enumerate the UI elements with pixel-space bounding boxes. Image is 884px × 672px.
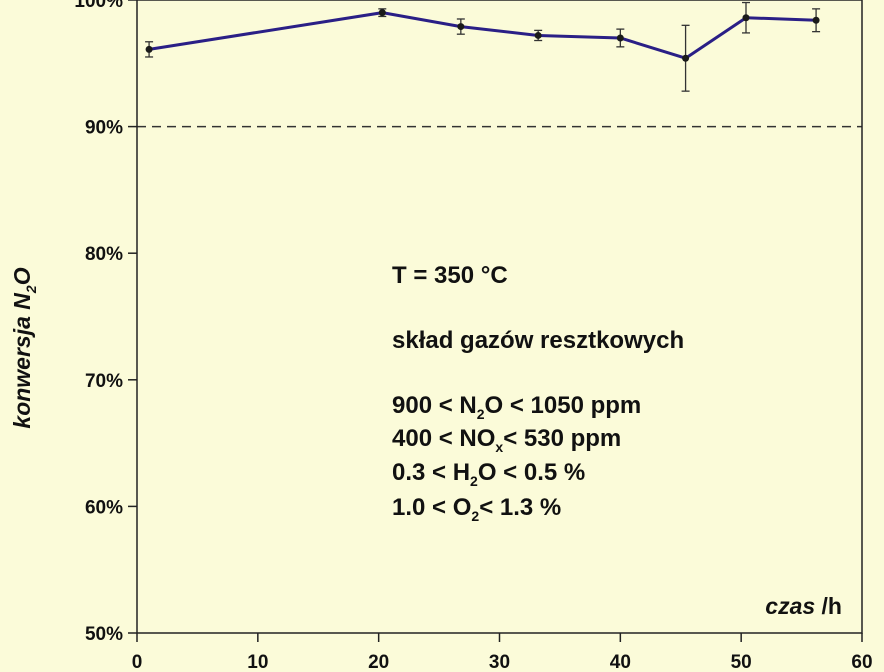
y-axis-title-tail: O xyxy=(9,267,35,285)
x-tick-label: 0 xyxy=(132,652,143,672)
x-tick-label: 50 xyxy=(731,652,752,672)
x-tick-label: 30 xyxy=(489,652,510,672)
x-tick-label: 20 xyxy=(368,652,389,672)
data-point xyxy=(812,16,820,24)
annotation-h2o: 0.3 < H2O < 0.5 % xyxy=(392,459,585,489)
data-point xyxy=(145,45,153,53)
annotation-n2o: 900 < N2O < 1050 ppm xyxy=(392,392,641,422)
annotation-heading: skład gazów resztkowych xyxy=(392,327,684,354)
annotation-nox-pre: 400 < NO xyxy=(392,425,495,452)
annotation-nox: 400 < NOx< 530 ppm xyxy=(392,425,621,455)
x-tick-label: 60 xyxy=(851,652,872,672)
x-axis-title-italic: czas xyxy=(765,593,815,619)
annotation-h2o-sub: 2 xyxy=(470,473,478,489)
y-tick-label: 50% xyxy=(85,624,123,645)
data-point xyxy=(742,14,750,22)
data-point xyxy=(378,9,386,17)
annotation-o2-pre: 1.0 < O xyxy=(392,494,471,521)
annotation-n2o-post: O < 1050 ppm xyxy=(485,392,642,419)
plot-area xyxy=(137,1,862,128)
annotation-nox-post: < 530 ppm xyxy=(503,425,621,452)
x-axis-title: czas /h xyxy=(765,593,842,619)
annotation-h2o-post: O < 0.5 % xyxy=(478,459,585,486)
axes: 50% 60% 70% 80% 90% 100% 0 10 20 30 40 50 60 xyxy=(74,0,873,672)
annotation-n2o-sub: 2 xyxy=(477,406,485,422)
series-line xyxy=(148,11,817,60)
y-tick-label: 70% xyxy=(85,371,123,392)
annotation-o2: 1.0 < O2< 1.3 % xyxy=(392,494,561,524)
annotation-nox-sub: x xyxy=(495,439,503,455)
y-tick-label: 60% xyxy=(85,497,123,518)
annotation-h2o-pre: 0.3 < H xyxy=(392,459,470,486)
y-tick-label: 100% xyxy=(74,0,123,12)
y-axis-title: konwersja N2O xyxy=(9,267,39,428)
y-axis-title-main: konwersja N xyxy=(9,293,35,429)
x-tick-label: 10 xyxy=(247,652,268,672)
data-point xyxy=(534,31,542,39)
annotation-n2o-pre: 900 < N xyxy=(392,392,477,419)
annotation-o2-post: < 1.3 % xyxy=(479,494,561,521)
data-point xyxy=(616,34,624,42)
y-axis-title-sub: 2 xyxy=(23,285,39,294)
x-axis-title-unit: /h xyxy=(815,593,842,619)
y-tick-label: 80% xyxy=(85,244,123,265)
data-point xyxy=(457,23,465,31)
annotation-temperature: T = 350 °C xyxy=(392,262,508,289)
annotation-o2-sub: 2 xyxy=(471,508,479,524)
y-tick-label: 90% xyxy=(85,118,123,139)
x-tick-label: 40 xyxy=(610,652,631,672)
data-point xyxy=(682,54,690,62)
